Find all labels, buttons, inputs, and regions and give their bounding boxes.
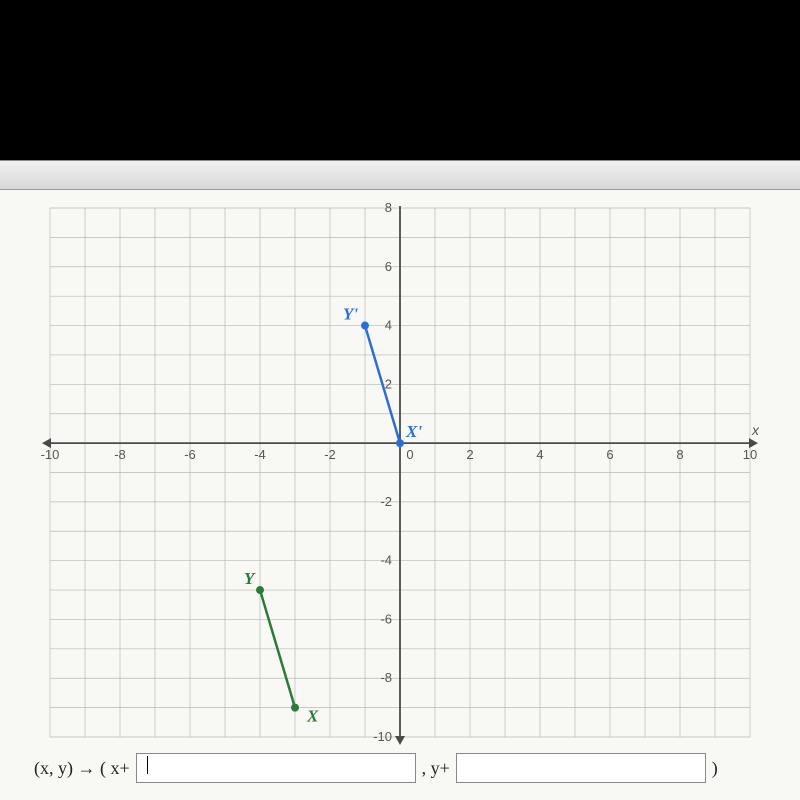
equation-mid: , y+ [422,758,450,779]
svg-text:8: 8 [676,447,683,462]
svg-text:10: 10 [743,447,757,462]
svg-text:2: 2 [466,447,473,462]
top-black-bar [0,0,800,160]
svg-text:2: 2 [385,376,392,391]
svg-text:4: 4 [536,447,543,462]
y-offset-input[interactable] [456,753,706,783]
content-panel: -10 -8 -6 -4 -2 0 2 4 6 8 10 -10 -8 -6 -4 -2 2 4 6 8 x X Y X' Y'… [0,190,800,800]
svg-text:-2: -2 [380,494,392,509]
coordinate-chart: -10 -8 -6 -4 -2 0 2 4 6 8 10 -10 -8 -6 -4 -2 2 4 6 8 x X Y X' Y' [30,200,770,745]
svg-text:8: 8 [385,200,392,215]
svg-text:6: 6 [385,259,392,274]
svg-text:X: X [306,707,319,726]
svg-text:0: 0 [406,447,413,462]
svg-text:-6: -6 [380,611,392,626]
x-offset-input[interactable] [136,753,416,783]
equation-row: (x, y) → ( x+ , y+ ) [30,745,770,783]
browser-chrome [0,160,800,190]
equation-prefix: (x, y) → ( x+ [34,758,130,779]
svg-text:-10: -10 [41,447,60,462]
svg-text:-8: -8 [114,447,126,462]
svg-text:-8: -8 [380,670,392,685]
svg-text:-10: -10 [373,729,392,744]
svg-text:Y: Y [244,569,256,588]
equation-suffix: ) [712,758,718,779]
svg-text:x: x [751,422,760,438]
svg-text:6: 6 [606,447,613,462]
svg-text:4: 4 [385,318,392,333]
svg-text:Y': Y' [343,305,358,324]
svg-text:-2: -2 [324,447,336,462]
svg-text:-6: -6 [184,447,196,462]
svg-text:-4: -4 [254,447,266,462]
svg-text:X': X' [405,422,422,441]
svg-text:-4: -4 [380,553,392,568]
